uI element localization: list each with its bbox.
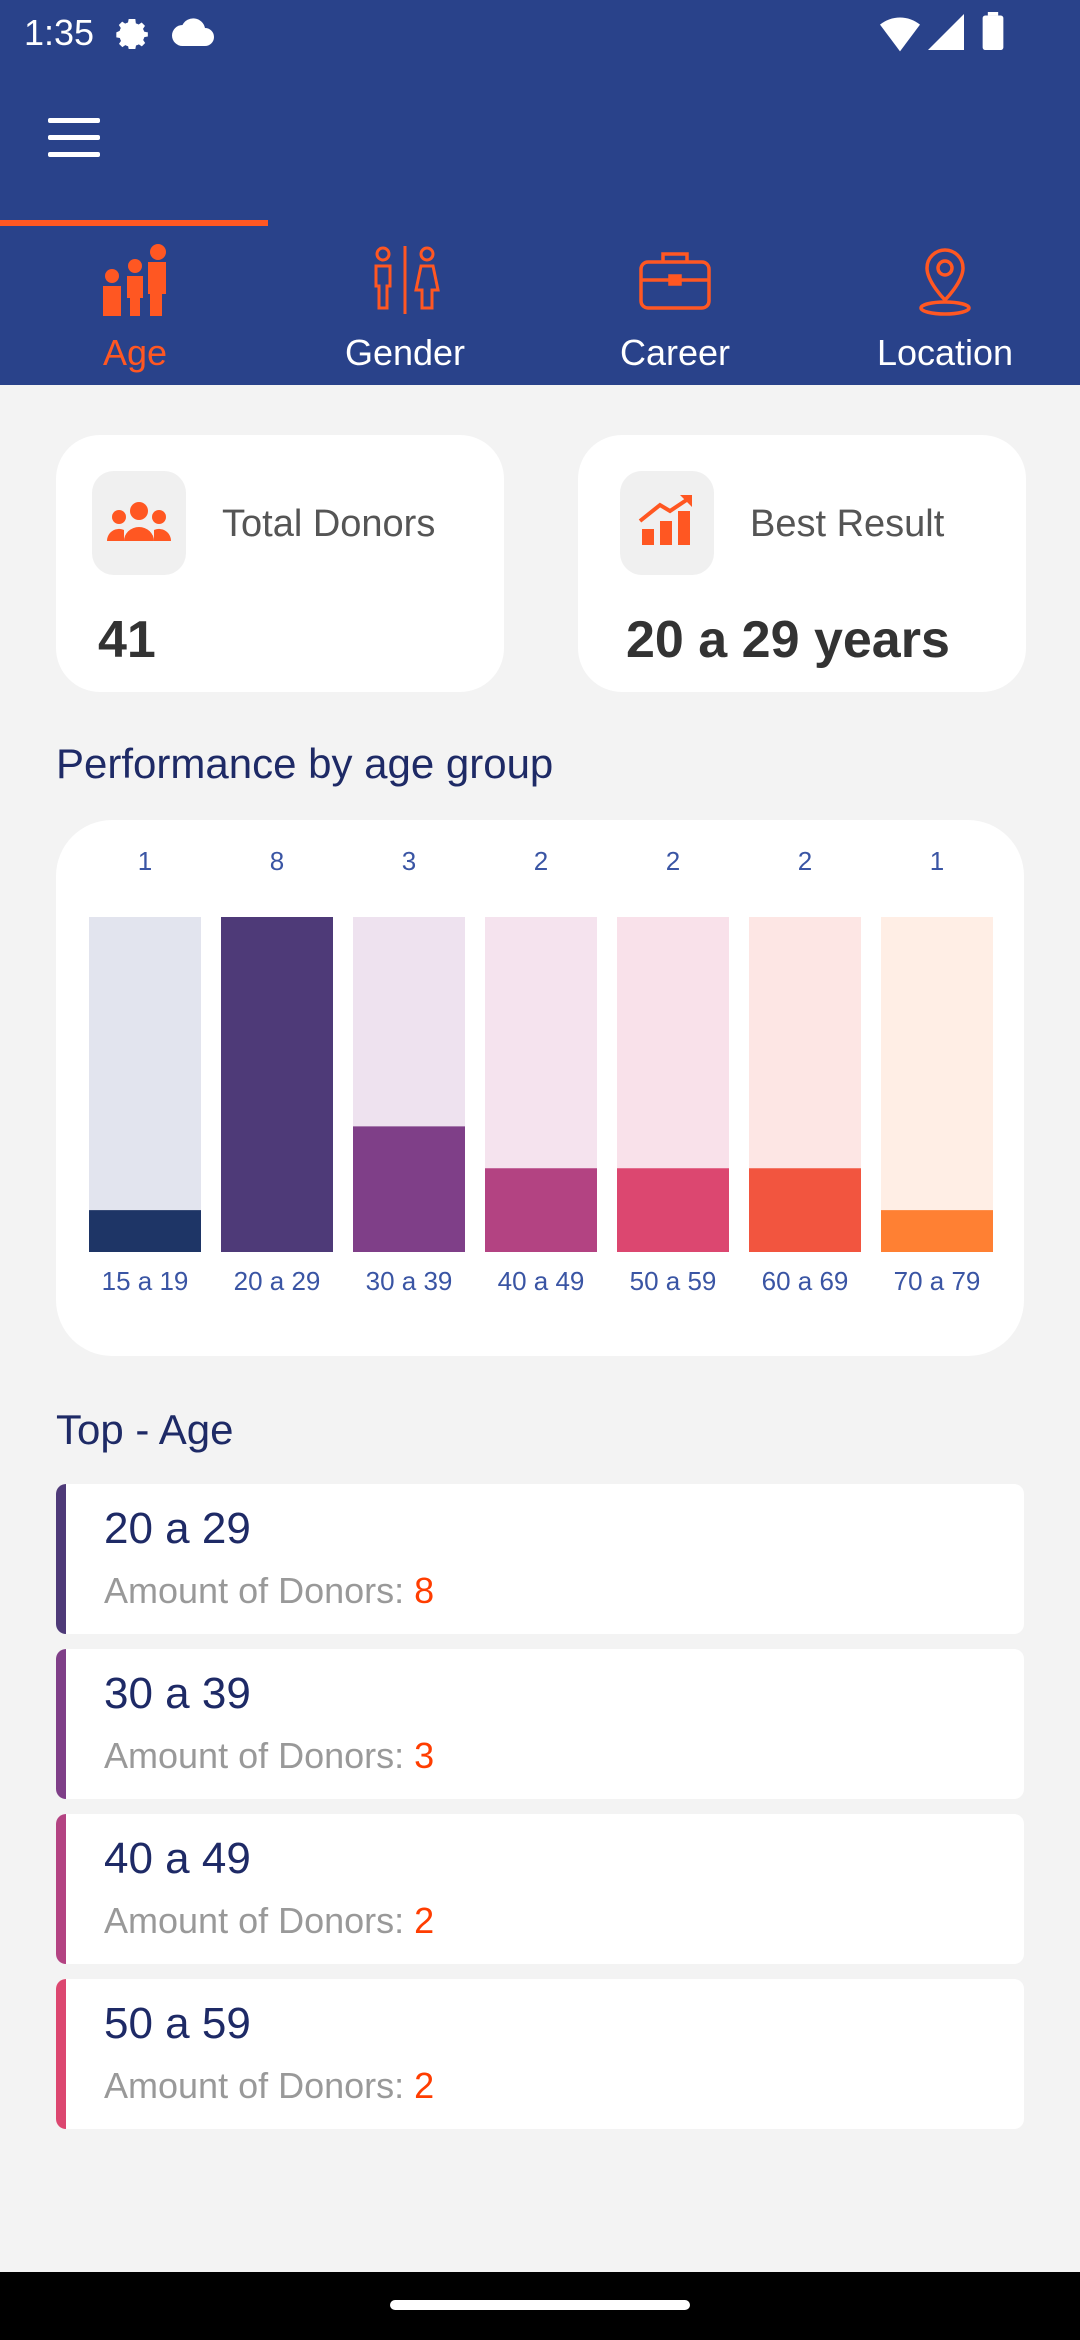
bar-value-label: 1 xyxy=(138,846,152,876)
bar-value-label: 8 xyxy=(270,846,284,876)
trending-chart-icon xyxy=(620,471,714,575)
x-tick-label: 15 a 19 xyxy=(102,1266,189,1296)
bar xyxy=(221,917,333,1252)
amount-label: Amount of Donors: xyxy=(104,2065,405,2106)
list-item[interactable]: 20 a 29 Amount of Donors: 8 xyxy=(56,1484,1024,1634)
battery-icon xyxy=(982,12,1004,50)
active-tab-indicator xyxy=(0,220,268,226)
x-tick-label: 70 a 79 xyxy=(894,1266,981,1296)
list-item-range: 30 a 39 xyxy=(104,1669,251,1718)
home-gesture-handle[interactable] xyxy=(390,2300,690,2310)
age-group-bar-chart: 1 15 a 19 8 20 a 29 3 30 a 39 2 40 a 49 2 50 a 59… xyxy=(89,846,993,1296)
tab-location[interactable]: Location xyxy=(810,220,1080,385)
category-tabs: Age Gender Career Location xyxy=(0,220,1080,385)
hamburger-menu-icon[interactable] xyxy=(48,118,106,166)
bar-value-label: 2 xyxy=(534,846,548,876)
tab-gender-label: Gender xyxy=(344,332,466,373)
status-time: 1:35 xyxy=(24,12,95,53)
amount-label: Amount of Donors: xyxy=(104,1735,405,1776)
tab-age-label: Age xyxy=(102,332,168,373)
bar-value-label: 3 xyxy=(402,846,416,876)
group-icon xyxy=(92,471,186,575)
x-tick-label: 20 a 29 xyxy=(234,1266,321,1296)
bar xyxy=(617,1168,729,1252)
tab-location-label: Location xyxy=(876,332,1014,373)
amount-value: 3 xyxy=(414,1735,435,1776)
bar-value-label: 2 xyxy=(666,846,680,876)
system-navigation-bar xyxy=(0,2272,1080,2340)
bar xyxy=(485,1168,597,1252)
top-section-title: Top - Age xyxy=(56,1406,234,1453)
tab-career[interactable]: Career xyxy=(540,220,810,385)
x-tick-label: 60 a 69 xyxy=(762,1266,849,1296)
list-item-amount: Amount of Donors: 8 xyxy=(104,1570,434,1612)
list-item[interactable]: 50 a 59 Amount of Donors: 2 xyxy=(56,1979,1024,2129)
bar xyxy=(881,1210,993,1252)
list-item-range: 20 a 29 xyxy=(104,1504,251,1553)
x-tick-label: 30 a 39 xyxy=(366,1266,453,1296)
best-result-card: Best Result 20 a 29 years xyxy=(578,435,1026,692)
tab-career-label: Career xyxy=(619,332,731,373)
total-donors-card: Total Donors 41 xyxy=(56,435,504,692)
total-donors-value: 41 xyxy=(98,611,156,669)
list-item-color-bar xyxy=(56,1649,66,1799)
list-item[interactable]: 30 a 39 Amount of Donors: 3 xyxy=(56,1649,1024,1799)
list-item-range: 40 a 49 xyxy=(104,1834,251,1883)
wifi-icon xyxy=(880,17,920,52)
bar-track xyxy=(881,917,993,1252)
tab-gender[interactable]: Gender xyxy=(270,220,540,385)
bar-value-label: 2 xyxy=(798,846,812,876)
bar xyxy=(749,1168,861,1252)
amount-label: Amount of Donors: xyxy=(104,1570,405,1611)
briefcase-icon xyxy=(639,252,711,310)
best-result-label: Best Result xyxy=(750,503,945,545)
list-item-color-bar xyxy=(56,1979,66,2129)
x-tick-label: 40 a 49 xyxy=(498,1266,585,1296)
list-item-amount: Amount of Donors: 3 xyxy=(104,1735,434,1777)
list-item-color-bar xyxy=(56,1484,66,1634)
bar xyxy=(89,1210,201,1252)
amount-label: Amount of Donors: xyxy=(104,1900,405,1941)
list-item[interactable]: 40 a 49 Amount of Donors: 2 xyxy=(56,1814,1024,1964)
amount-value: 2 xyxy=(414,2065,435,2106)
cloud-icon xyxy=(172,18,214,46)
gender-icon xyxy=(374,246,440,314)
signal-icon xyxy=(928,14,964,50)
amount-value: 2 xyxy=(414,1900,435,1941)
age-group-chart-card: 1 15 a 19 8 20 a 29 3 30 a 39 2 40 a 49 2 50 a 59… xyxy=(56,820,1024,1356)
list-item-color-bar xyxy=(56,1814,66,1964)
settings-icon xyxy=(116,19,148,49)
chart-section-title: Performance by age group xyxy=(56,740,554,787)
amount-value: 8 xyxy=(414,1570,435,1611)
list-item-amount: Amount of Donors: 2 xyxy=(104,2065,434,2107)
app-header: 1:35 Age Gender xyxy=(0,0,1080,385)
bar xyxy=(353,1126,465,1252)
people-age-icon xyxy=(103,244,166,316)
x-tick-label: 50 a 59 xyxy=(630,1266,717,1296)
total-donors-label: Total Donors xyxy=(222,503,436,545)
bar-track xyxy=(89,917,201,1252)
tab-age[interactable]: Age xyxy=(0,220,270,385)
list-item-amount: Amount of Donors: 2 xyxy=(104,1900,434,1942)
list-item-range: 50 a 59 xyxy=(104,1999,251,2048)
location-pin-icon xyxy=(919,248,971,316)
bar-value-label: 1 xyxy=(930,846,944,876)
status-bar: 1:35 xyxy=(0,0,1080,66)
best-result-value: 20 a 29 years xyxy=(626,611,950,669)
